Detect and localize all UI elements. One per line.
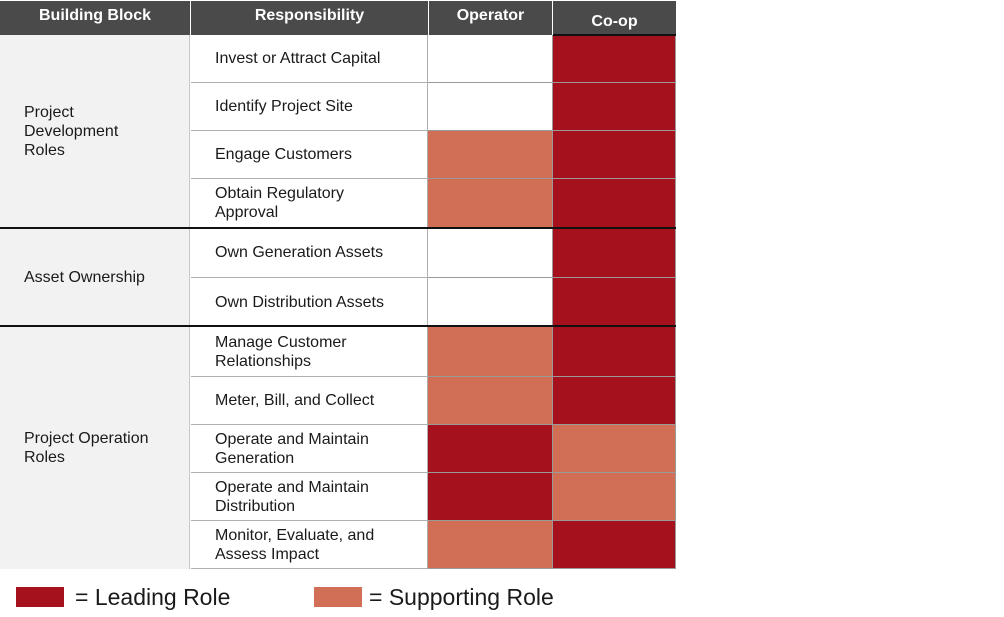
operator-role-cell (428, 521, 553, 569)
coop-role-cell (553, 377, 676, 425)
operator-role-cell (428, 83, 553, 131)
operator-role-cell (428, 425, 553, 473)
responsibility-cell: Own Generation Assets (191, 228, 428, 278)
responsibility-cell: Identify Project Site (191, 83, 428, 131)
responsibility-cell: Obtain Regulatory Approval (191, 179, 428, 228)
header-coop: Co-op (553, 1, 676, 35)
operator-role-cell (428, 278, 553, 327)
responsibility-cell: Manage Customer Relationships (191, 327, 428, 377)
responsibility-cell: Engage Customers (191, 131, 428, 179)
building-block-label: Asset Ownership (0, 228, 190, 327)
header-underline (553, 34, 676, 36)
coop-role-cell (553, 131, 676, 179)
legend-supporting-label: = Supporting Role (369, 584, 554, 610)
coop-role-cell (553, 473, 676, 521)
legend-supporting-swatch (314, 587, 362, 607)
coop-role-cell (553, 228, 676, 278)
coop-role-cell (553, 35, 676, 83)
operator-role-cell (428, 473, 553, 521)
operator-role-cell (428, 228, 553, 278)
coop-role-cell (553, 83, 676, 131)
coop-role-cell (553, 521, 676, 569)
building-block-label: Project Development Roles (0, 35, 190, 228)
block-separator (0, 227, 676, 229)
legend-leading-swatch (16, 587, 64, 607)
header-building-block: Building Block (0, 1, 191, 35)
operator-role-cell (428, 179, 553, 228)
responsibility-cell: Meter, Bill, and Collect (191, 377, 428, 425)
header-responsibility: Responsibility (191, 1, 429, 35)
operator-role-cell (428, 377, 553, 425)
block-separator (0, 325, 676, 327)
operator-role-cell (428, 327, 553, 377)
operator-role-cell (428, 131, 553, 179)
coop-role-cell (553, 425, 676, 473)
operator-role-cell (428, 35, 553, 83)
responsibility-cell: Invest or Attract Capital (191, 35, 428, 83)
responsibility-cell: Own Distribution Assets (191, 278, 428, 327)
coop-role-cell (553, 327, 676, 377)
legend-leading-label: = Leading Role (75, 584, 231, 610)
building-block-label: Project Operation Roles (0, 327, 190, 569)
responsibility-cell: Operate and Maintain Distribution (191, 473, 428, 521)
coop-role-cell (553, 278, 676, 327)
responsibility-cell: Operate and Maintain Generation (191, 425, 428, 473)
coop-role-cell (553, 179, 676, 228)
responsibility-cell: Monitor, Evaluate, and Assess Impact (191, 521, 428, 569)
header-operator: Operator (429, 1, 553, 35)
